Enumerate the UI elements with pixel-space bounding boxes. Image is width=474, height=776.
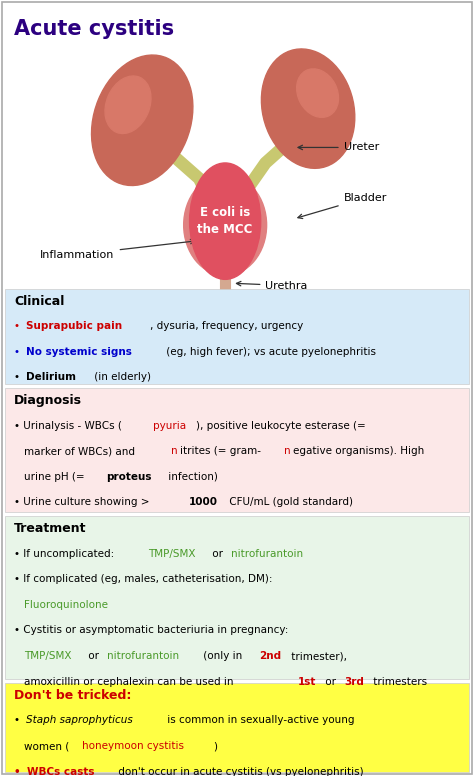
Text: Fluoroquinolone: Fluoroquinolone [24, 600, 108, 610]
Ellipse shape [261, 49, 355, 168]
FancyBboxPatch shape [5, 289, 469, 384]
Text: infection): infection) [165, 472, 218, 482]
Text: (in elderly): (in elderly) [91, 372, 151, 383]
Text: • Cystitis or asymptomatic bacteriuria in pregnancy:: • Cystitis or asymptomatic bacteriuria i… [14, 625, 289, 636]
Ellipse shape [183, 175, 266, 275]
Text: •: • [14, 372, 24, 383]
Text: • If complicated (eg, males, catheterisation, DM):: • If complicated (eg, males, catheterisa… [14, 574, 273, 584]
FancyBboxPatch shape [5, 388, 469, 512]
Ellipse shape [91, 55, 193, 185]
Text: n: n [171, 446, 178, 456]
Text: TMP/SMX: TMP/SMX [148, 549, 195, 559]
Text: (only in: (only in [201, 651, 246, 661]
Text: WBCs casts: WBCs casts [27, 767, 95, 776]
Text: Suprapubic pain: Suprapubic pain [26, 321, 122, 331]
Text: , dysuria, frequency, urgency: , dysuria, frequency, urgency [150, 321, 303, 331]
Text: itrites (= gram-: itrites (= gram- [180, 446, 261, 456]
Text: Inflammation: Inflammation [40, 239, 195, 259]
Text: Clinical: Clinical [14, 295, 64, 308]
Text: women (: women ( [24, 741, 69, 751]
Text: or: or [85, 651, 102, 661]
Text: CFU/mL (gold standard): CFU/mL (gold standard) [227, 497, 354, 508]
Text: Ureter: Ureter [298, 143, 379, 152]
Circle shape [190, 163, 261, 279]
Text: Urethra: Urethra [237, 281, 308, 290]
Text: Don't be tricked:: Don't be tricked: [14, 689, 132, 702]
Text: is common in sexually-active young: is common in sexually-active young [164, 715, 355, 726]
Text: No systemic signs: No systemic signs [26, 347, 132, 357]
Text: pyuria: pyuria [154, 421, 187, 431]
Text: •: • [14, 715, 24, 726]
Text: •: • [14, 321, 24, 331]
Text: TMP/SMX: TMP/SMX [24, 651, 71, 661]
Text: (eg, high fever); vs acute pyelonephritis: (eg, high fever); vs acute pyelonephriti… [163, 347, 376, 357]
Text: nitrofurantoin: nitrofurantoin [107, 651, 179, 661]
Text: or: or [322, 677, 339, 687]
Text: amoxicillin or cephalexin can be used in: amoxicillin or cephalexin can be used in [24, 677, 237, 687]
FancyBboxPatch shape [5, 516, 469, 679]
Text: 3rd: 3rd [344, 677, 364, 687]
Text: n: n [284, 446, 291, 456]
Text: Treatment: Treatment [14, 522, 87, 535]
Text: ): ) [214, 741, 218, 751]
Text: trimesters: trimesters [370, 677, 427, 687]
Text: Acute cystitis: Acute cystitis [14, 19, 174, 40]
Ellipse shape [297, 69, 338, 117]
Text: nitrofurantoin: nitrofurantoin [231, 549, 303, 559]
Text: egative organisms). High: egative organisms). High [293, 446, 424, 456]
Text: E coli is
the MCC: E coli is the MCC [198, 206, 253, 236]
Text: 2nd: 2nd [259, 651, 281, 661]
Ellipse shape [105, 76, 151, 133]
Text: 1st: 1st [298, 677, 317, 687]
Text: urine pH (=: urine pH (= [24, 472, 88, 482]
Text: honeymoon cystitis: honeymoon cystitis [82, 741, 184, 751]
Text: Diagnosis: Diagnosis [14, 394, 82, 407]
Text: ), positive leukocyte esterase (=: ), positive leukocyte esterase (= [196, 421, 366, 431]
Text: don't occur in acute cystitis (vs pyelonephritis): don't occur in acute cystitis (vs pyelon… [115, 767, 363, 776]
Text: or: or [209, 549, 226, 559]
Text: • Urinalysis - WBCs (: • Urinalysis - WBCs ( [14, 421, 122, 431]
Text: • Urine culture showing >: • Urine culture showing > [14, 497, 150, 508]
Text: •: • [14, 347, 24, 357]
Text: marker of WBCs) and: marker of WBCs) and [24, 446, 138, 456]
Text: Staph saprophyticus: Staph saprophyticus [26, 715, 133, 726]
Text: Delirium: Delirium [26, 372, 76, 383]
Text: trimester),: trimester), [288, 651, 346, 661]
Text: 1000: 1000 [189, 497, 218, 508]
Text: • If uncomplicated:: • If uncomplicated: [14, 549, 118, 559]
FancyBboxPatch shape [5, 683, 469, 772]
Text: Bladder: Bladder [298, 193, 387, 219]
Text: proteus: proteus [106, 472, 152, 482]
Text: •: • [14, 767, 25, 776]
